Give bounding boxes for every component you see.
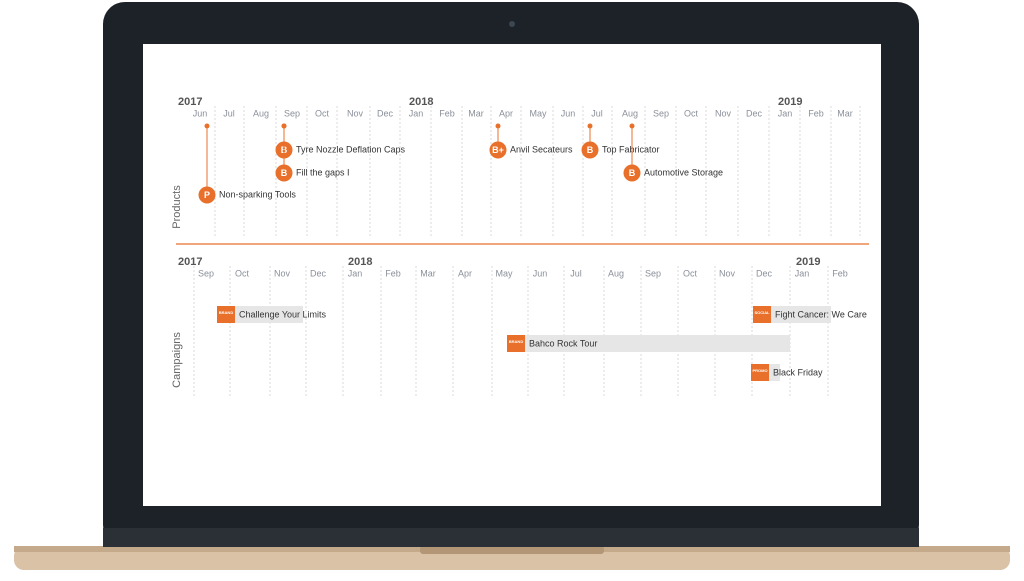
- month-label: Mar: [468, 108, 484, 118]
- month-label: Jun: [561, 108, 576, 118]
- month-label: May: [495, 268, 513, 278]
- campaign-badge: [507, 335, 525, 352]
- product-icon-letter: B+: [492, 145, 504, 155]
- month-label: Nov: [347, 108, 364, 118]
- month-label: Dec: [746, 108, 763, 118]
- campaign-bar: [769, 364, 780, 381]
- year-label: 2017: [178, 96, 202, 108]
- month-label: Nov: [274, 268, 291, 278]
- campaign-badge-text: PROMO: [752, 368, 767, 373]
- month-label: Sep: [284, 108, 300, 118]
- campaign-label: Bahco Rock Tour: [529, 338, 597, 348]
- connector-dot: [281, 123, 287, 129]
- month-label: Feb: [385, 268, 401, 278]
- product-icon-letter: B: [587, 145, 594, 155]
- connector-dot: [204, 123, 210, 129]
- laptop-chin: [103, 528, 919, 547]
- month-label: Aug: [608, 268, 624, 278]
- month-label: Dec: [310, 268, 327, 278]
- month-label: Apr: [458, 268, 472, 278]
- product-label: Fill the gaps I: [296, 167, 350, 177]
- month-label: Oct: [684, 108, 699, 118]
- month-label: Dec: [377, 108, 394, 118]
- campaign-badge: [753, 306, 771, 323]
- timeline-app: 2017 2018 2019 Jun Jul Aug Sep Oct Nov Dec Jan Feb M…: [171, 96, 869, 396]
- month-label: May: [529, 108, 547, 118]
- campaign-bar: [235, 306, 303, 323]
- year-label: 2018: [348, 256, 372, 268]
- month-label: Jun: [533, 268, 548, 278]
- connector-dot: [495, 123, 501, 129]
- product-icon-letter: B: [281, 168, 288, 178]
- month-label: Apr: [499, 108, 513, 118]
- product-label: Automotive Storage: [644, 167, 723, 177]
- screen: [143, 44, 881, 506]
- month-label: Jan: [795, 268, 810, 278]
- campaign-badge-text: SOCIAL: [754, 310, 770, 315]
- year-label: 2018: [409, 96, 433, 108]
- month-label: Jun: [193, 108, 208, 118]
- month-label: Jul: [570, 268, 582, 278]
- product-label: Anvil Secateurs: [510, 144, 573, 154]
- year-label: 2019: [778, 96, 802, 108]
- campaign-bar: [771, 306, 831, 323]
- month-label: Sep: [653, 108, 669, 118]
- month-label: Dec: [756, 268, 773, 278]
- month-label: Jan: [778, 108, 793, 118]
- month-label: Aug: [622, 108, 638, 118]
- year-label: 2017: [178, 256, 202, 268]
- month-label: Oct: [683, 268, 698, 278]
- product-icon: [581, 141, 599, 159]
- product-icon: [198, 186, 216, 204]
- campaign-badge: [751, 364, 769, 381]
- month-label: Jan: [409, 108, 424, 118]
- month-label: Feb: [808, 108, 824, 118]
- campaign-label: Fight Cancer: We Care: [775, 309, 867, 319]
- campaign-badge-text: BRAND: [509, 339, 524, 344]
- month-label: Mar: [420, 268, 436, 278]
- month-label: Sep: [198, 268, 214, 278]
- laptop-notch: [420, 546, 604, 554]
- section-label: Campaigns: [171, 332, 183, 388]
- month-label: Oct: [235, 268, 250, 278]
- product-icon: [275, 164, 293, 182]
- product-icon-letter: P: [204, 190, 210, 200]
- product-icon-letter: B: [629, 168, 636, 178]
- campaign-label: Challenge Your Limits: [239, 309, 327, 319]
- month-label: Nov: [719, 268, 736, 278]
- campaign-bar: [525, 335, 790, 352]
- product-label: Tyre Nozzle Deflation Caps: [296, 144, 406, 154]
- connector-dot: [629, 123, 635, 129]
- month-label: Feb: [832, 268, 848, 278]
- month-label: Jul: [591, 108, 603, 118]
- month-label: Feb: [439, 108, 455, 118]
- camera: [509, 21, 515, 27]
- product-icon: [489, 141, 507, 159]
- month-label: Nov: [715, 108, 732, 118]
- month-label: Aug: [253, 108, 269, 118]
- product-label: Non-sparking Tools: [219, 189, 296, 199]
- month-label: Jan: [348, 268, 363, 278]
- connector-dot: [587, 123, 593, 129]
- month-label: Oct: [315, 108, 330, 118]
- month-label: Mar: [837, 108, 853, 118]
- campaign-label: Black Friday: [773, 367, 823, 377]
- campaign-badge: [217, 306, 235, 323]
- product-icon: [623, 164, 641, 182]
- month-label: Sep: [645, 268, 661, 278]
- year-label: 2019: [796, 256, 820, 268]
- campaign-badge-text: BRAND: [219, 310, 234, 315]
- month-label: Jul: [223, 108, 235, 118]
- product-label: Top Fabricator: [602, 144, 660, 154]
- section-label: Products: [171, 185, 183, 229]
